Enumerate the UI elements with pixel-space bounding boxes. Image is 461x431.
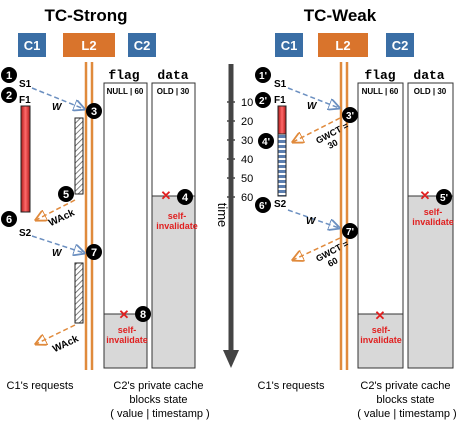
data-column-header: data	[157, 68, 188, 83]
svg-text:4: 4	[182, 192, 189, 204]
l2-label: L2	[81, 38, 96, 53]
time-tick-label-10: 10	[241, 97, 253, 109]
self-invalidate-5-weak-l2: invalidate	[412, 217, 454, 227]
self-invalidate-4-l2: invalidate	[156, 221, 198, 231]
s2-label: S2	[19, 228, 32, 239]
core-c2-label-weak: C2	[392, 38, 409, 53]
gwct-label-2: GWCT =60	[314, 238, 355, 272]
caption-c2-cache-l3: ( value | timestamp )	[110, 408, 209, 420]
step-1p: 1'	[255, 67, 271, 83]
flag-column-header: flag	[108, 68, 139, 83]
time-tick-label-30: 30	[241, 135, 253, 147]
self-invalidate-8-l2: invalidate	[106, 335, 148, 345]
svg-text:4': 4'	[262, 137, 270, 148]
caption-c2-cache-l2: blocks state	[129, 394, 187, 406]
self-invalidate-8-l1: self-	[118, 325, 137, 335]
svg-text:3': 3'	[346, 111, 354, 122]
self-invalidate-5-weak-l1: self-	[424, 207, 443, 217]
time-tick-label-60: 60	[241, 192, 253, 204]
self-invalidate-flag-weak-l1: self-	[372, 325, 391, 335]
step-8: 8	[135, 306, 151, 322]
step-6p: 6'	[255, 197, 271, 213]
w-label-1: W	[52, 102, 63, 113]
data-column-header-weak: data	[413, 68, 444, 83]
svg-text:7: 7	[91, 247, 97, 259]
flag-column-header-weak: flag	[364, 68, 395, 83]
f1-label: F1	[19, 95, 31, 106]
step-7: 7	[86, 244, 102, 260]
self-invalidate-flag-weak-l2: invalidate	[360, 335, 402, 345]
svg-text:6: 6	[6, 214, 12, 226]
flag-state: NULL | 60	[107, 87, 144, 96]
svg-text:5: 5	[63, 189, 69, 201]
caption-c2-cache-weak-l1: C2's private cache	[360, 380, 450, 392]
x-mark-4: ✕	[161, 188, 172, 203]
step-3: 3	[86, 103, 102, 119]
wack-label-1: WAck	[47, 207, 77, 229]
time-axis: time 10 20 30 40 50 60	[215, 64, 253, 368]
data-state: OLD | 30	[157, 87, 190, 96]
core-c1-label: C1	[24, 38, 41, 53]
l2-label-weak: L2	[335, 38, 350, 53]
f1-label-weak: F1	[274, 95, 286, 106]
caption-c1-requests-weak: C1's requests	[258, 380, 325, 392]
c1-stall-bar-weak	[278, 106, 286, 134]
step-5p: 5'	[436, 189, 452, 205]
svg-text:1': 1'	[259, 71, 267, 82]
tc-strong-panel: TC-Strong C1 L2 C2 S1 F1 S2 W WAck W WAc…	[1, 6, 210, 420]
core-c1-label-weak: C1	[281, 38, 298, 53]
lease-bar-1	[75, 118, 83, 194]
gwct-label-1: GWCT =30	[314, 120, 355, 154]
lease-bar-2	[75, 263, 83, 323]
time-tick-label-50: 50	[241, 173, 253, 185]
x-mark-5-weak: ✕	[420, 188, 431, 203]
flag-state-weak: NULL | 60	[362, 87, 399, 96]
time-tick-label-20: 20	[241, 116, 253, 128]
caption-c2-cache-weak: C2's private cache blocks state ( value …	[357, 380, 456, 420]
s2-label-weak: S2	[274, 199, 287, 210]
step-7p: 7'	[342, 223, 358, 239]
svg-text:6': 6'	[259, 201, 267, 212]
step-3p: 3'	[342, 107, 358, 123]
step-1: 1	[1, 67, 17, 83]
caption-c2-cache-l1: C2's private cache	[113, 380, 203, 392]
caption-c2-cache: C2's private cache blocks state ( value …	[110, 380, 209, 420]
core-c2-label: C2	[134, 38, 151, 53]
w-label-weak-1: W	[307, 101, 318, 112]
svg-text:8: 8	[140, 309, 146, 321]
data-state-weak: OLD | 30	[414, 87, 447, 96]
w-label-2: W	[52, 248, 63, 259]
caption-c1-requests: C1's requests	[7, 380, 74, 392]
svg-text:2: 2	[6, 90, 12, 102]
c1-fence-bar-weak	[278, 134, 286, 196]
wack-label-2: WAck	[51, 333, 81, 355]
step-2p: 2'	[255, 92, 271, 108]
c1-stall-bar	[21, 106, 30, 212]
tc-strong-title: TC-Strong	[44, 6, 127, 25]
step-2: 2	[1, 87, 17, 103]
s1-label: S1	[19, 79, 32, 90]
w-label-weak-2: W	[306, 216, 317, 227]
time-axis-arrowhead	[223, 350, 239, 368]
svg-text:5': 5'	[440, 193, 448, 204]
x-mark-8: ✕	[119, 307, 130, 322]
svg-text:7': 7'	[346, 227, 354, 238]
step-5: 5	[58, 186, 74, 202]
svg-text:2': 2'	[259, 96, 267, 107]
caption-c2-cache-weak-l3: ( value | timestamp )	[357, 408, 456, 420]
tc-weak-title: TC-Weak	[304, 6, 377, 25]
time-tick-label-40: 40	[241, 154, 253, 166]
svg-text:3: 3	[91, 106, 97, 118]
step-6: 6	[1, 211, 17, 227]
svg-text:1: 1	[6, 70, 12, 82]
self-invalidate-4-l1: self-	[168, 211, 187, 221]
caption-c2-cache-weak-l2: blocks state	[376, 394, 434, 406]
step-4p: 4'	[258, 133, 274, 149]
time-axis-label: time	[215, 203, 230, 228]
s1-label-weak: S1	[274, 79, 287, 90]
step-4: 4	[177, 189, 193, 205]
tc-weak-panel: TC-Weak C1 L2 C2 S1 F1 S2 W GWCT =30 W G…	[255, 6, 457, 420]
x-mark-flag-weak: ✕	[375, 308, 386, 323]
